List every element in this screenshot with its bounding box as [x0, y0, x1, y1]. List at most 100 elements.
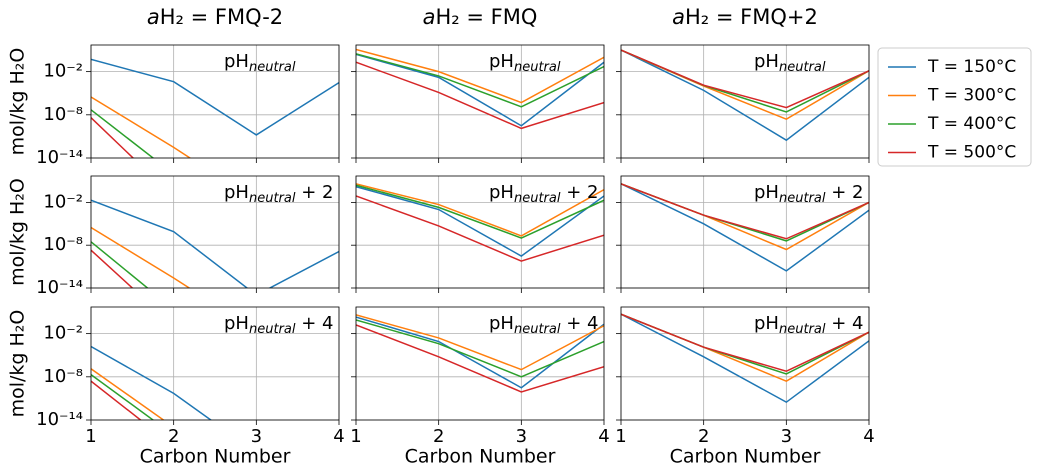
annotation-text: pH: [489, 51, 514, 72]
title-rest: H₂ = FMQ: [435, 5, 537, 29]
annotation-text: pH: [224, 182, 249, 203]
axes-frame: [620, 306, 870, 421]
series-line: [621, 183, 869, 240]
lines: [356, 183, 604, 262]
series-line: [356, 316, 604, 389]
y-tick-label: 10⁻¹⁴: [36, 277, 83, 298]
annotation: pHneutral + 2: [489, 182, 598, 206]
x-tick-label: 4: [333, 426, 344, 447]
series-line: [356, 324, 604, 393]
axes-frame: [90, 175, 340, 289]
annotation-text: pH: [224, 313, 249, 334]
annotation-subscript: neutral: [249, 322, 296, 337]
y-tick-label: 10⁻²: [43, 191, 83, 212]
series-line: [356, 183, 604, 237]
lines: [356, 314, 604, 393]
series-line: [356, 185, 604, 257]
title-rest: H₂ = FMQ+2: [685, 5, 818, 29]
lines: [356, 48, 604, 130]
panel: pHneutral + 2: [351, 175, 605, 293]
x-tick-label: 3: [516, 426, 527, 447]
series-line: [91, 58, 339, 136]
x-tick-label: 2: [433, 426, 444, 447]
series-line: [91, 241, 149, 288]
axes-frame: [355, 175, 605, 289]
series-line: [91, 374, 155, 420]
panel-title: aH₂ = FMQ+2: [672, 5, 818, 29]
annotation: pHneutral + 4: [754, 313, 863, 337]
legend-label: T = 400°C: [927, 114, 1016, 134]
annotation-subscript: neutral: [249, 60, 296, 75]
series-line: [91, 380, 142, 420]
annotation-suffix: + 2: [295, 182, 333, 203]
series-line: [621, 313, 869, 404]
lines: [91, 58, 339, 158]
annotation: pHneutral + 2: [224, 182, 333, 206]
axes-frame: [355, 44, 605, 159]
series-line: [356, 53, 604, 127]
series-line: [356, 61, 604, 130]
x-tick-label: 1: [85, 426, 96, 447]
annotation-subscript: neutral: [249, 191, 296, 206]
annotation-suffix: + 4: [825, 313, 863, 334]
series-line: [621, 49, 869, 142]
annotation-suffix: + 2: [825, 182, 863, 203]
lines: [621, 49, 869, 142]
annotation-subscript: neutral: [779, 60, 826, 75]
panel-title: aH₂ = FMQ-2: [147, 5, 283, 29]
lines: [91, 199, 339, 288]
lines: [621, 313, 869, 404]
annotation-subscript: neutral: [514, 322, 561, 337]
panel: pHneutral + 2: [616, 175, 870, 293]
annotation: pHneutral: [224, 51, 296, 75]
series-line: [91, 199, 339, 288]
annotation-subscript: neutral: [514, 191, 561, 206]
series-line: [356, 195, 604, 262]
series-line: [91, 345, 213, 420]
axes-frame: [620, 44, 870, 159]
annotation: pHneutral + 4: [224, 313, 333, 337]
series-line: [621, 313, 869, 373]
y-tick-label: 10⁻⁸: [43, 234, 83, 255]
series-line: [356, 319, 604, 378]
series-line: [356, 184, 604, 239]
x-axis-label: Carbon Number: [405, 446, 556, 468]
series-line: [91, 249, 134, 288]
annotation-text: pH: [224, 51, 249, 72]
y-axis-label: mol/kg H₂O: [7, 178, 29, 286]
panel: 1 2 3 4 10⁻¹⁴ 10⁻⁸ 10⁻² pHneutral + 4 mol/kg H₂O…: [7, 306, 345, 468]
y-tick-label: 10⁻¹⁴: [36, 409, 83, 430]
series-line: [356, 314, 604, 371]
x-tick-label: 2: [698, 426, 709, 447]
axes-frame: [90, 306, 340, 421]
series-line: [91, 96, 192, 158]
series-line: [356, 48, 604, 104]
annotation-suffix: + 2: [560, 182, 598, 203]
annotation: pHneutral: [754, 51, 826, 75]
series-line: [91, 117, 135, 158]
y-tick-label: 10⁻¹⁴: [36, 147, 83, 168]
annotation: pHneutral + 4: [489, 313, 598, 337]
series-line: [621, 49, 869, 120]
legend-frame: [877, 47, 1032, 167]
series-line: [91, 226, 191, 288]
annotation-text: pH: [754, 182, 779, 203]
x-tick-label: 4: [863, 426, 874, 447]
annotation-text: pH: [754, 313, 779, 334]
lines: [91, 345, 213, 420]
y-tick-label: 10⁻⁸: [43, 366, 83, 387]
panel-title: aH₂ = FMQ: [423, 5, 538, 29]
x-axis-label: Carbon Number: [140, 446, 291, 468]
annotation-suffix: + 4: [295, 313, 333, 334]
axes-frame: [355, 306, 605, 421]
annotation-subscript: neutral: [514, 60, 561, 75]
series-line: [356, 53, 604, 108]
series-line: [621, 183, 869, 272]
axes-frame: [90, 44, 340, 159]
x-tick-label: 1: [615, 426, 626, 447]
title-italic: a: [423, 5, 436, 29]
panel: 10⁻¹⁴ 10⁻⁸ 10⁻² pHneutral + 2 mol/kg H₂O: [7, 175, 340, 298]
y-axis-label: mol/kg H₂O: [7, 48, 29, 156]
legend-label: T = 150°C: [927, 57, 1016, 77]
